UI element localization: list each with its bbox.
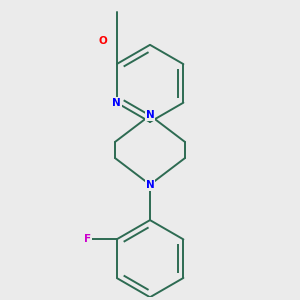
Text: N: N [146, 180, 154, 190]
Text: O: O [99, 36, 108, 46]
Text: N: N [146, 110, 154, 120]
Text: F: F [84, 234, 91, 244]
Text: O: O [99, 36, 108, 46]
Text: N: N [112, 98, 121, 108]
